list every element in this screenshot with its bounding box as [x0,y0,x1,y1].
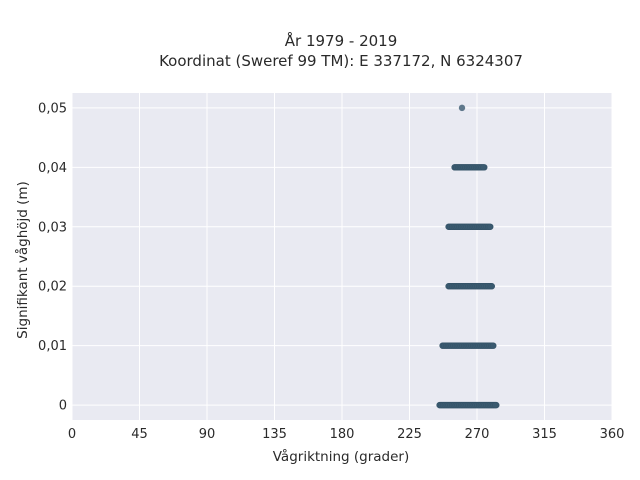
y-axis-ticks: 0 0,01 0,02 0,03 0,04 0,05 [38,101,67,413]
y-tick-label: 0,02 [38,280,67,295]
data-point [488,283,495,290]
x-tick-label: 90 [199,427,216,442]
y-tick-label: 0,01 [38,339,67,354]
data-point [492,401,499,409]
data-point [489,342,497,349]
data-point [458,104,466,112]
y-tick-label: 0 [59,399,67,414]
data-point [486,223,494,230]
grid-lines [71,93,613,420]
y-axis-label: Signifikant våghöjd (m) [14,181,31,339]
y-tick-label: 0,04 [38,161,67,176]
y-tick-label: 0,03 [38,220,67,235]
x-axis-label: Vågriktning (grader) [273,448,410,465]
data-points [436,104,500,409]
x-tick-label: 225 [397,427,422,442]
x-tick-label: 270 [465,427,490,442]
x-tick-label: 135 [262,427,287,442]
chart-subtitle: Koordinat (Sweref 99 TM): E 337172, N 63… [159,52,523,70]
x-axis-ticks: 0 45 90 135 180 225 270 315 360 [68,427,625,442]
x-tick-label: 45 [131,427,148,442]
chart-title: År 1979 - 2019 [285,31,398,50]
x-tick-label: 360 [600,427,625,442]
x-tick-label: 315 [532,427,557,442]
x-tick-label: 180 [330,427,355,442]
data-point [480,164,487,171]
y-tick-label: 0,05 [38,101,67,116]
x-tick-label: 0 [68,427,76,442]
